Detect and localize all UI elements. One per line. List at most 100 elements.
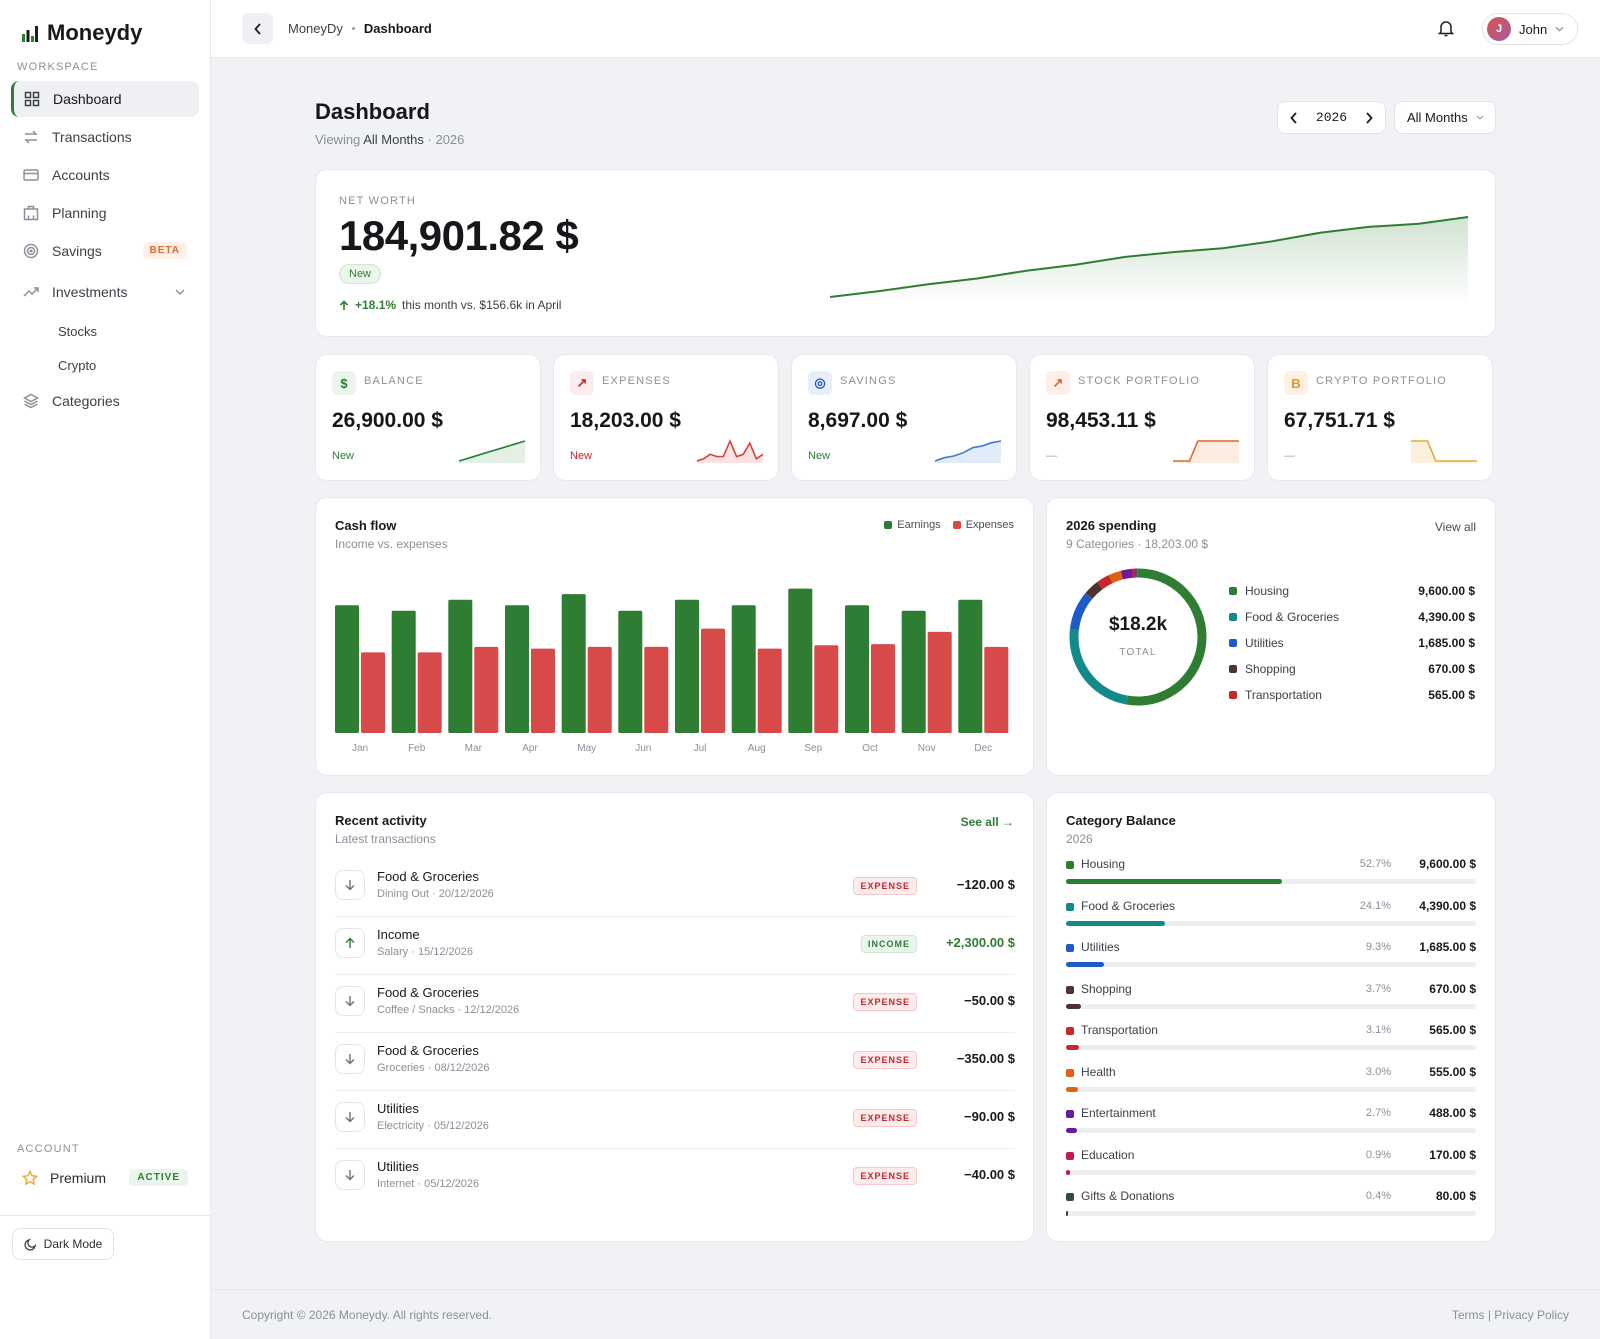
cashflow-card: Cash flow Income vs. expenses Earnings E…: [315, 497, 1034, 776]
page-title: Dashboard: [315, 99, 430, 124]
category-percent: 3.7%: [1365, 982, 1391, 995]
category-percent: 3.1%: [1365, 1024, 1391, 1036]
category-amount: 4,390.00 $: [1419, 898, 1476, 913]
kpi-card-balance[interactable]: $ BALANCE 26,900.00 $ New: [315, 354, 541, 481]
delta-percent: +18.1%: [355, 298, 397, 312]
legend-earnings[interactable]: Earnings: [884, 519, 941, 531]
category-swatch: [1066, 1193, 1074, 1201]
transaction-row[interactable]: Food & Groceries Groceries · 08/12/2026 …: [335, 1033, 1015, 1091]
bar-expenses-nov: [927, 631, 952, 733]
user-menu[interactable]: J John: [1482, 13, 1578, 45]
kpi-foot: New: [570, 450, 593, 462]
transaction-meta: Groceries · 08/12/2026: [377, 1062, 490, 1074]
transaction-row[interactable]: Utilities Electricity · 05/12/2026 EXPEN…: [335, 1091, 1015, 1149]
workspace-section-label: WORKSPACE: [17, 61, 99, 73]
prev-year-button[interactable]: [1290, 111, 1298, 124]
kpi-foot: —: [1284, 450, 1295, 462]
kpi-card-stock-portfolio[interactable]: ↗ STOCK PORTFOLIO 98,453.11 $ —: [1029, 354, 1255, 481]
category-progress-fill: [1066, 920, 1165, 926]
legend-item: Food & Groceries 4,390.00 $: [1229, 604, 1475, 630]
transaction-row[interactable]: Food & Groceries Dining Out · 20/12/2026…: [335, 859, 1015, 917]
breadcrumb-root[interactable]: MoneyDy: [288, 21, 343, 36]
chevron-down-icon[interactable]: [175, 288, 185, 296]
net-worth-value: 184,901.82 $: [339, 212, 579, 259]
transaction-amount: −90.00 $: [964, 1109, 1015, 1124]
arrow-up-icon: [339, 299, 349, 310]
transaction-row[interactable]: Food & Groceries Coffee / Snacks · 12/12…: [335, 975, 1015, 1033]
legend-expenses[interactable]: Expenses: [952, 519, 1014, 531]
account-section-label: ACCOUNT: [17, 1143, 80, 1155]
sidebar-item-transactions[interactable]: Transactions: [11, 119, 199, 155]
activity-subtitle: Latest transactions: [335, 832, 436, 846]
bar-expenses-feb: [417, 652, 442, 733]
sidebar-item-dashboard[interactable]: Dashboard: [11, 81, 199, 117]
category-balance-row: Gifts & Donations 0.4% 80.00 $: [1066, 1187, 1476, 1228]
next-year-button[interactable]: [1365, 111, 1373, 124]
footer: Copyright © 2026 Moneydy. All rights res…: [211, 1289, 1600, 1339]
chevron-down-icon: [1555, 26, 1564, 32]
transaction-meta: Coffee / Snacks · 12/12/2026: [377, 1004, 520, 1016]
sidebar-item-savings[interactable]: Savings BETA: [11, 233, 199, 269]
transaction-row[interactable]: Income Salary · 15/12/2026 INCOME +2,300…: [335, 917, 1015, 975]
copyright-text: Copyright © 2026 Moneydy. All rights res…: [242, 1308, 493, 1322]
top-bar: MoneyDy Dashboard J John: [211, 0, 1600, 58]
cashflow-subtitle: Income vs. expenses: [335, 537, 448, 551]
see-all-link[interactable]: See all →: [960, 815, 1014, 829]
back-button[interactable]: [242, 13, 273, 44]
viewing-prefix: Viewing: [315, 132, 361, 147]
target-icon: ◎: [808, 371, 832, 395]
sidebar-item-accounts[interactable]: Accounts: [11, 157, 199, 193]
sidebar-item-planning[interactable]: Planning: [11, 195, 199, 231]
x-tick-label: Sep: [804, 743, 822, 754]
bar-expenses-aug: [757, 648, 782, 733]
kpi-value: 67,751.71 $: [1284, 409, 1395, 432]
kpi-card-savings[interactable]: ◎ SAVINGS 8,697.00 $ New: [791, 354, 1017, 481]
kpi-card-expenses[interactable]: ↗ EXPENSES 18,203.00 $ New: [553, 354, 779, 481]
transaction-meta: Internet · 05/12/2026: [377, 1178, 480, 1190]
footer-links[interactable]: Terms | Privacy Policy: [1451, 1308, 1569, 1322]
month-filter-select[interactable]: All Months: [1394, 101, 1496, 134]
net-worth-delta: +18.1% this month vs. $156.6k in April: [339, 298, 561, 312]
sidebar-subitem-crypto[interactable]: Crypto: [58, 358, 97, 373]
sidebar-item-investments[interactable]: Investments: [11, 274, 199, 310]
category-name: Education: [1081, 1147, 1135, 1162]
layers-icon: [23, 393, 39, 409]
building-icon: [23, 205, 39, 221]
category-name: Transportation: [1081, 1023, 1158, 1037]
bar-earnings-oct: [845, 605, 869, 733]
category-amount: 565.00 $: [1429, 1023, 1476, 1037]
bar-earnings-feb: [391, 610, 416, 733]
sidebar-item-premium[interactable]: Premium ACTIVE: [22, 1169, 188, 1186]
transaction-row[interactable]: Utilities Internet · 05/12/2026 EXPENSE …: [335, 1149, 1015, 1207]
transaction-name: Food & Groceries: [377, 869, 479, 884]
x-tick-label: Oct: [862, 743, 878, 754]
dark-mode-button[interactable]: Dark Mode: [12, 1228, 114, 1260]
net-worth-label: NET WORTH: [339, 195, 417, 207]
view-all-link[interactable]: View all: [1434, 520, 1476, 534]
legend-label: Housing: [1245, 584, 1290, 598]
kpi-card-crypto-portfolio[interactable]: B CRYPTO PORTFOLIO 67,751.71 $ —: [1267, 354, 1493, 481]
category-progress-track: [1066, 962, 1476, 967]
sidebar-subitem-stocks[interactable]: Stocks: [58, 324, 98, 339]
sidebar-item-categories[interactable]: Categories: [11, 383, 199, 419]
category-name: Housing: [1081, 857, 1126, 871]
transaction-amount: −350.00 $: [956, 1051, 1015, 1066]
transaction-amount: −40.00 $: [964, 1167, 1015, 1182]
breadcrumb-separator: [351, 27, 355, 30]
legend-amount: 1,685.00 $: [1418, 636, 1475, 650]
kpi-value: 98,453.11 $: [1046, 409, 1156, 432]
category-amount: 9,600.00 $: [1419, 857, 1476, 871]
x-tick-label: May: [577, 743, 596, 754]
app-logo[interactable]: Moneydy: [22, 20, 142, 46]
transaction-meta: Dining Out · 20/12/2026: [377, 888, 494, 900]
x-tick-label: Mar: [465, 743, 483, 754]
category-amount: 1,685.00 $: [1419, 940, 1476, 954]
kpi-label: STOCK PORTFOLIO: [1078, 375, 1201, 387]
category-progress-fill: [1066, 879, 1283, 884]
notifications-button[interactable]: [1438, 19, 1454, 37]
transaction-amount: −120.00 $: [956, 877, 1015, 892]
category-progress-fill: [1066, 1211, 1069, 1216]
grid-icon: [24, 91, 40, 107]
legend-swatch: [1229, 691, 1237, 699]
bar-expenses-apr: [531, 648, 555, 733]
